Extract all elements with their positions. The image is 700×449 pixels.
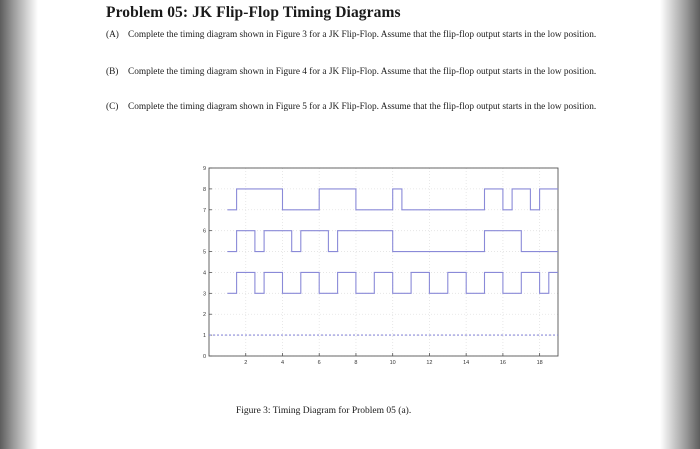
plot-frame (208, 167, 559, 357)
timing-diagram: 2 4 6 8 10 12 14 16 18 0 1 2 3 4 5 6 7 8 9 (166, 158, 616, 378)
problem-item-letter: (C) (106, 102, 119, 112)
x-tick-label: 12 (426, 360, 432, 366)
y-tick-label: 0 (203, 354, 206, 360)
problem-item-letter: (B) (106, 67, 119, 77)
document-page: Problem 05: JK Flip-Flop Timing Diagrams… (96, 0, 616, 449)
page-shadow-left (0, 0, 38, 449)
y-tick-label: 7 (203, 208, 206, 214)
problem-item-letter: (A) (106, 30, 119, 40)
problem-item-text: Complete the timing diagram shown in Fig… (128, 30, 597, 40)
series-clk-line (227, 271, 558, 294)
x-tick-label: 14 (463, 360, 469, 366)
y-tick-label: 1 (203, 333, 206, 339)
y-tick-label: 3 (203, 291, 206, 297)
y-tick-label: 8 (203, 187, 206, 193)
figure-caption: Figure 3: Timing Diagram for Problem 05 … (236, 406, 412, 416)
x-tick-label: 10 (390, 360, 396, 366)
x-tick-label: 4 (281, 360, 284, 366)
y-tick-label: 5 (203, 250, 206, 256)
series-j-line (227, 188, 558, 211)
x-tick-label: 8 (354, 360, 357, 366)
y-tick-label: 6 (203, 229, 206, 235)
x-tick-label: 6 (318, 360, 321, 366)
x-tick-label: 18 (537, 360, 543, 366)
page-title: Problem 05: JK Flip-Flop Timing Diagrams (106, 4, 401, 21)
problem-item-text: Complete the timing diagram shown in Fig… (128, 67, 597, 77)
x-tick-label: 2 (244, 360, 247, 366)
x-tick-label: 16 (500, 360, 506, 366)
y-tick-label: 2 (203, 312, 206, 318)
y-tick-label: 9 (203, 166, 206, 172)
problem-item-text: Complete the timing diagram shown in Fig… (128, 102, 597, 112)
series-k-line (227, 230, 558, 253)
page-shadow-right (660, 0, 700, 449)
y-tick-label: 4 (203, 270, 206, 276)
